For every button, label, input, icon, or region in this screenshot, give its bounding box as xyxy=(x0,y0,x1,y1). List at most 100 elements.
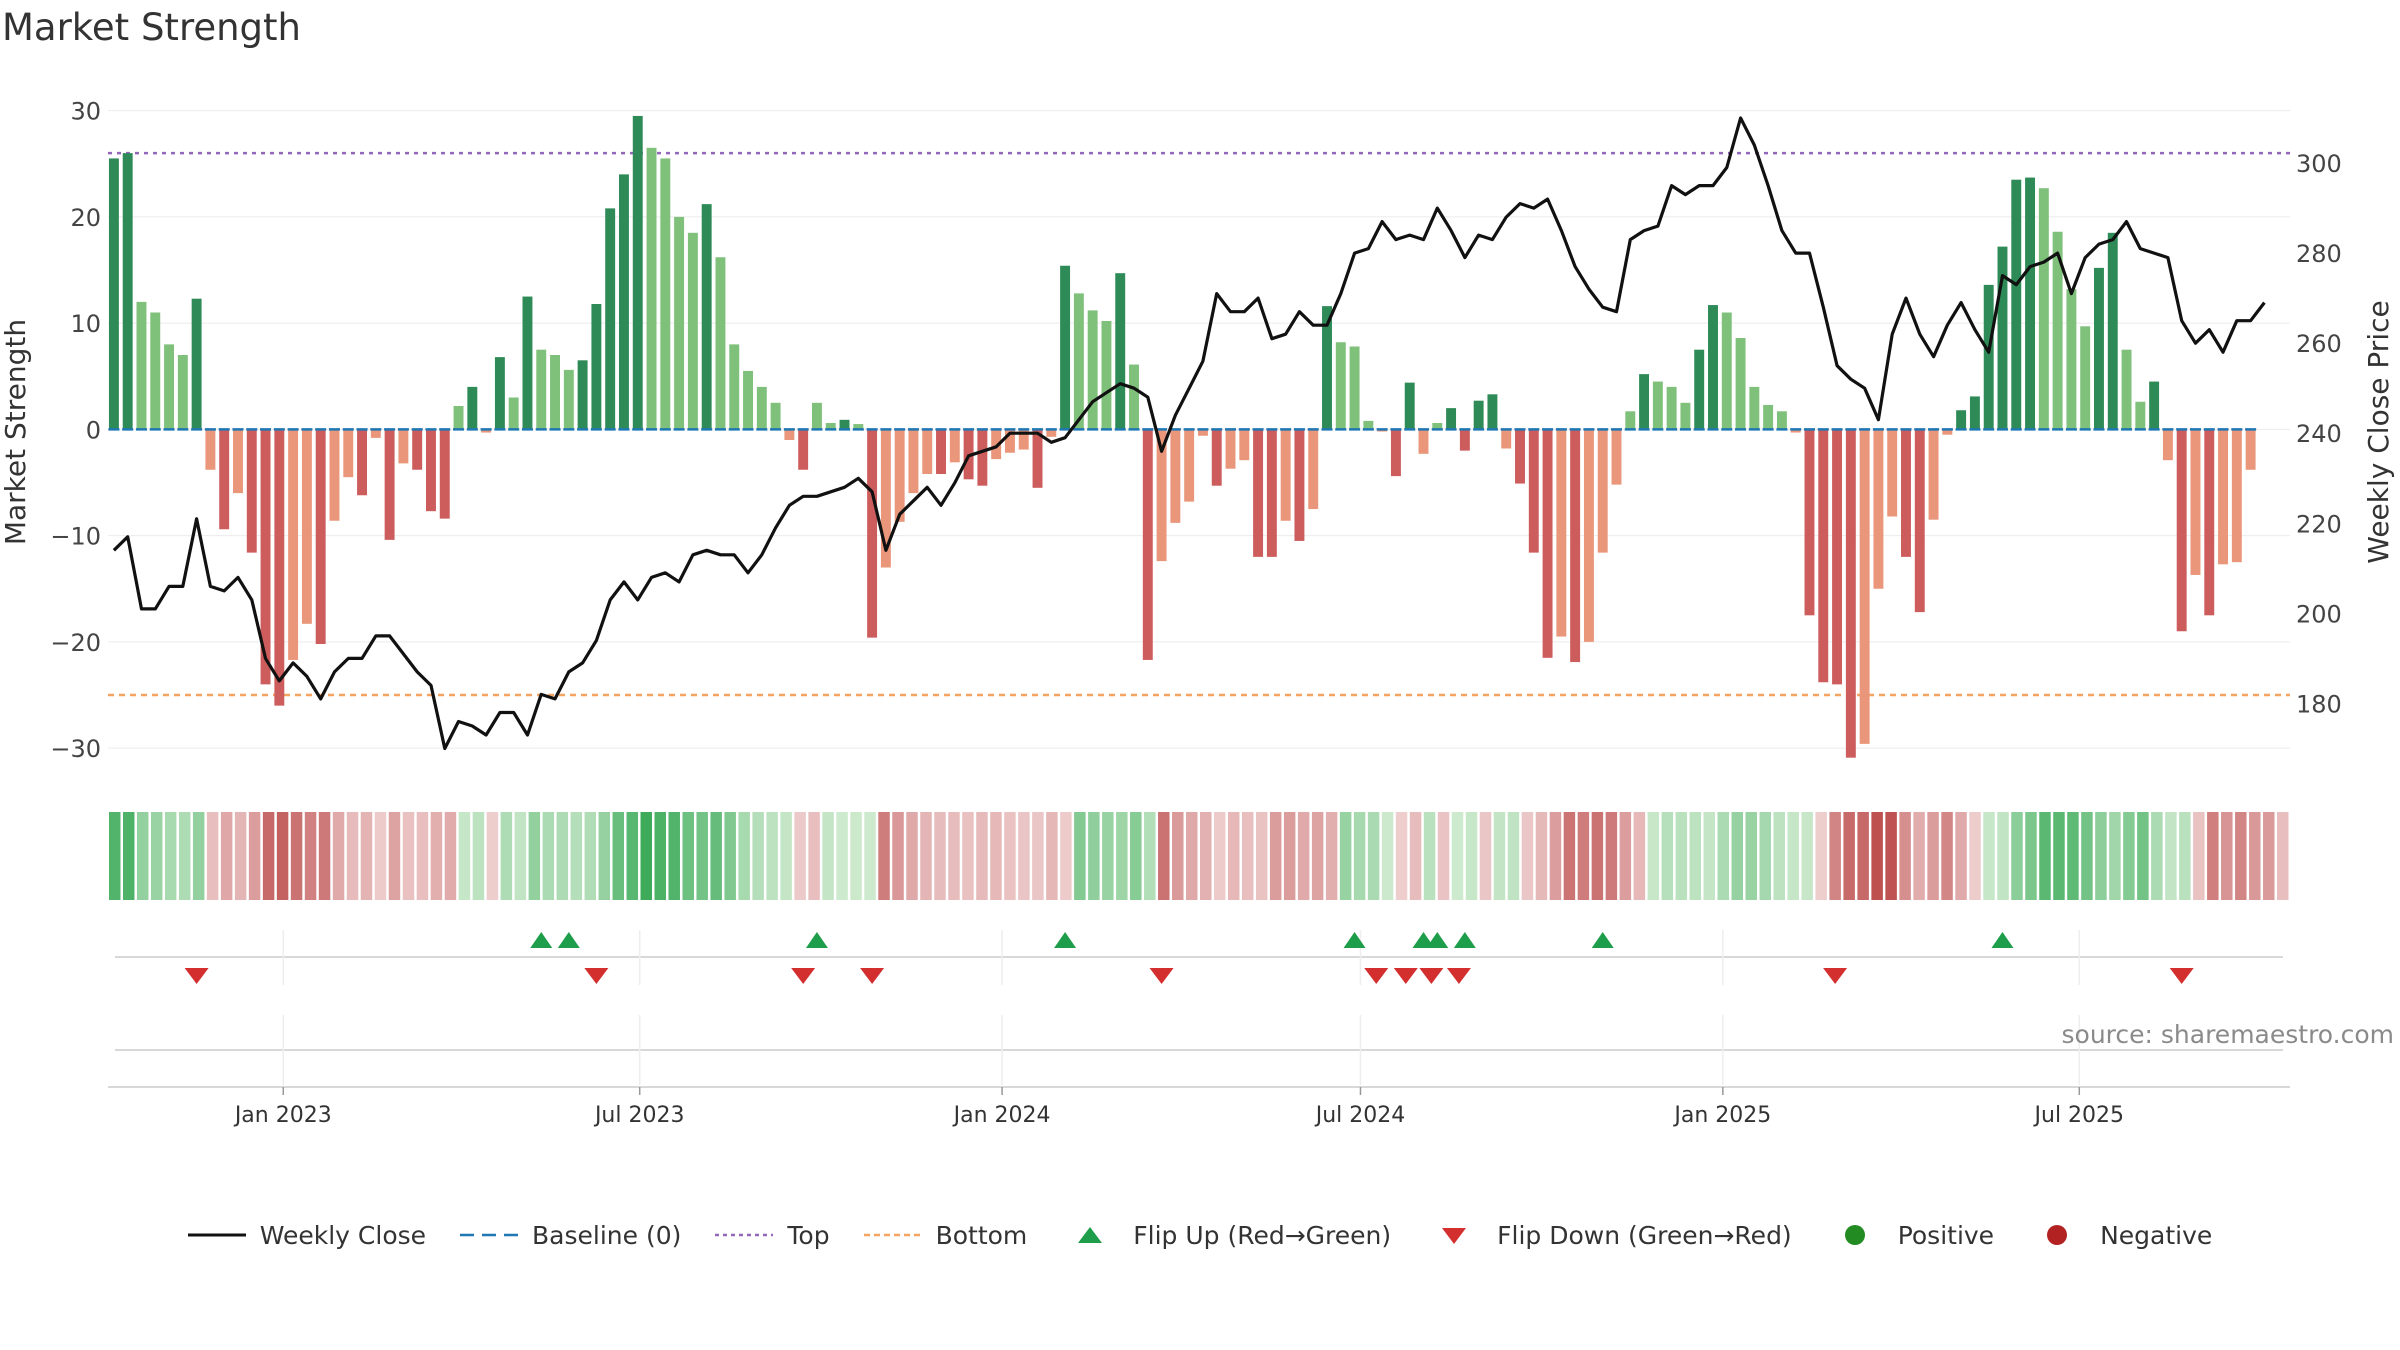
heat-cell xyxy=(1172,812,1184,900)
flip-down-marker xyxy=(1419,968,1444,984)
heat-cell xyxy=(1004,812,1016,900)
heat-cell xyxy=(164,812,177,900)
strength-bar xyxy=(770,402,781,430)
heat-cell xyxy=(1437,812,1450,900)
strength-bar xyxy=(508,397,519,430)
strength-bar xyxy=(219,429,230,530)
strength-bar xyxy=(1004,429,1015,453)
heat-cell xyxy=(738,812,750,900)
heat-cell xyxy=(1605,812,1618,900)
heat-cell xyxy=(1675,812,1688,900)
strength-bar xyxy=(1294,429,1305,541)
flip-down-marker xyxy=(1393,968,1418,984)
heat-cell xyxy=(2137,812,2149,900)
heat-cell xyxy=(1787,812,1799,900)
flip-down-marker xyxy=(184,968,209,984)
right-axis-ticks: 300 280 260 240 220 200 180 xyxy=(2296,150,2342,718)
x-axis: Jan 2023 Jul 2023 Jan 2024 Jul 2024 Jan 2025… xyxy=(108,1086,2290,1128)
strength-bar xyxy=(1597,429,1608,553)
strength-bar xyxy=(1763,404,1774,430)
strength-bar xyxy=(839,419,850,430)
legend-label-close: Weekly Close xyxy=(259,1220,427,1250)
strength-bar xyxy=(357,429,368,496)
strength-bar xyxy=(467,386,478,430)
heat-cell xyxy=(1018,812,1030,900)
heat-cell xyxy=(1046,812,1058,900)
reference-lines xyxy=(108,151,2290,697)
strength-bar xyxy=(2052,231,2063,430)
heat-cell xyxy=(528,812,541,900)
strength-bar xyxy=(205,429,216,470)
y2-tick-label: 280 xyxy=(2296,240,2342,268)
strength-bar xyxy=(618,174,629,430)
heat-cell xyxy=(206,812,219,900)
strength-bar xyxy=(370,429,381,438)
strength-bar xyxy=(164,344,175,430)
heat-cell xyxy=(570,812,583,900)
heat-cell xyxy=(1871,812,1883,900)
strength-bar xyxy=(1804,429,1815,616)
strength-bar xyxy=(1046,429,1057,437)
heat-cell xyxy=(934,812,946,900)
heat-cell xyxy=(1535,812,1548,900)
strength-bar xyxy=(1776,411,1787,430)
heat-cell xyxy=(1661,812,1674,900)
heat-cell xyxy=(2109,812,2121,900)
heat-cell xyxy=(1227,812,1240,900)
strength-bar xyxy=(150,312,161,430)
heat-cell xyxy=(1116,812,1128,900)
heat-cell xyxy=(1060,812,1072,900)
strength-bar xyxy=(1142,429,1153,660)
heat-cell xyxy=(920,812,932,900)
heat-cell xyxy=(1983,812,1995,900)
strength-bar xyxy=(288,429,299,660)
heat-cell xyxy=(1885,812,1897,900)
heat-cell xyxy=(682,812,694,900)
heat-cell xyxy=(2095,812,2107,900)
heat-cell xyxy=(1563,812,1576,900)
heat-cell xyxy=(1241,812,1254,900)
x-tick-label: Jul 2024 xyxy=(1314,1103,1406,1128)
flip-up-marker xyxy=(1054,932,1077,948)
strength-bar xyxy=(1611,429,1622,485)
heat-cell xyxy=(1088,812,1100,900)
heat-cell xyxy=(1633,812,1646,900)
strength-bar xyxy=(894,429,905,522)
strength-bar xyxy=(1873,429,1884,589)
legend-swatch-positive xyxy=(1844,1225,1865,1245)
legend-swatch-flip_down xyxy=(1442,1228,1467,1244)
strength-bar xyxy=(977,429,988,486)
flip-up-marker xyxy=(1991,932,2014,948)
x-tick-label: Jul 2025 xyxy=(2033,1103,2125,1128)
heat-cell xyxy=(2179,812,2191,900)
heat-cell xyxy=(1381,812,1394,900)
strength-bar xyxy=(1018,429,1029,450)
strength-bar xyxy=(522,296,533,430)
strength-bar xyxy=(1887,429,1898,517)
heat-cell xyxy=(1130,812,1142,900)
heat-cell xyxy=(262,812,275,900)
flip-down-marker xyxy=(584,968,609,984)
heat-cell xyxy=(1815,812,1827,900)
strength-bar xyxy=(1556,429,1567,637)
heat-cell xyxy=(486,812,499,900)
heat-cell xyxy=(976,812,988,900)
heat-cell xyxy=(1479,812,1492,900)
heat-cell xyxy=(1745,812,1757,900)
strength-bar xyxy=(550,355,560,430)
heat-cell xyxy=(1647,812,1660,900)
heat-cell xyxy=(1941,812,1953,900)
heat-cell xyxy=(2039,812,2051,900)
strength-bar xyxy=(1225,429,1236,469)
strength-bar xyxy=(1418,429,1429,454)
heat-cell xyxy=(1703,812,1716,900)
legend-label-flip_up: Flip Up (Red→Green) xyxy=(1133,1220,1392,1250)
strength-bar xyxy=(412,429,423,470)
strength-bar xyxy=(687,232,698,430)
heat-cell xyxy=(640,812,652,900)
legend-item-close: Weekly Close xyxy=(187,1220,427,1250)
heat-cell xyxy=(150,812,163,900)
strength-bar xyxy=(1914,429,1925,613)
strength-bar xyxy=(1542,429,1553,658)
strength-bar xyxy=(494,357,505,430)
